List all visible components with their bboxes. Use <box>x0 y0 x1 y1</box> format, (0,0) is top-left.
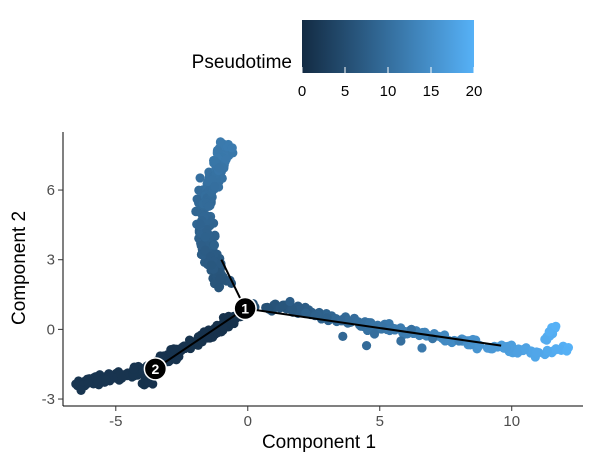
cell-point <box>338 331 348 341</box>
cell-point <box>203 176 213 187</box>
x-tick-label: 5 <box>376 413 384 430</box>
cell-point <box>544 327 554 337</box>
x-axis-title: Component 1 <box>262 432 376 453</box>
y-tick-label: 3 <box>47 252 55 269</box>
trajectory-nodes: 12 <box>143 296 257 381</box>
cell-point <box>278 300 288 310</box>
cell-point <box>117 373 127 383</box>
trajectory-edge <box>244 307 502 347</box>
colorbar-tick-label: 5 <box>341 83 349 100</box>
y-axis-title: Component 2 <box>9 211 30 325</box>
cell-point <box>209 240 220 250</box>
x-tick-label: -5 <box>109 413 122 430</box>
colorbar-tick-label: 10 <box>380 83 397 100</box>
cell-point <box>336 316 346 326</box>
cell-point <box>215 273 225 284</box>
cell-point <box>101 375 111 385</box>
axes: -5 0 5 10 -3 0 3 6 Component 1 Component 2 <box>9 132 583 453</box>
cell-point <box>91 374 101 384</box>
cell-point <box>169 344 179 354</box>
cell-point <box>128 364 139 374</box>
branch-node-1: 1 <box>233 296 257 321</box>
cell-point <box>214 283 224 293</box>
cell-point <box>212 145 223 155</box>
branch-node-label: 1 <box>241 300 249 316</box>
cell-point <box>221 154 231 165</box>
y-tick-label: 6 <box>47 182 55 199</box>
branch-node-circle <box>233 296 257 321</box>
cell-point <box>200 232 210 242</box>
cell-point <box>76 385 86 395</box>
cell-point <box>417 343 427 353</box>
cell-point <box>195 173 205 183</box>
cell-point <box>482 343 493 353</box>
branch-node-label: 2 <box>151 361 159 377</box>
colorbar <box>302 20 474 73</box>
branch-node-circle <box>143 357 168 381</box>
cell-point <box>214 163 224 173</box>
colorbar-tick-label: 0 <box>298 83 306 100</box>
cell-point <box>501 342 511 353</box>
legend: Pseudotime 0 5 10 15 20 <box>192 20 483 100</box>
branch-node-2: 2 <box>143 357 168 381</box>
cell-point <box>540 334 550 344</box>
cell-point <box>301 308 311 318</box>
colorbar-tick-label: 20 <box>466 83 483 100</box>
cell-point <box>209 181 220 192</box>
cell-point <box>209 156 220 166</box>
cell-point <box>454 336 464 346</box>
cell-point <box>369 329 380 339</box>
x-tick-label: 10 <box>503 413 520 430</box>
y-tick-label: 0 <box>47 321 55 338</box>
cell-point <box>195 219 205 229</box>
cell-point <box>206 260 217 270</box>
cell-point <box>531 347 542 357</box>
cell-point <box>542 345 552 355</box>
cell-point <box>287 304 298 315</box>
cell-point <box>83 378 93 388</box>
cell-point <box>519 345 529 355</box>
y-axis-ticks: -3 0 3 6 <box>42 182 63 408</box>
trajectory-edge <box>154 307 246 370</box>
x-tick-label: 0 <box>244 413 252 430</box>
cell-point <box>200 245 210 255</box>
cell-point <box>204 201 214 212</box>
cell-points <box>71 137 574 395</box>
cell-point <box>396 336 406 346</box>
legend-title: Pseudotime <box>192 52 292 73</box>
cell-point <box>227 143 237 153</box>
colorbar-ticks: 0 5 10 15 20 <box>298 67 483 100</box>
cell-point <box>551 321 561 331</box>
cell-point <box>215 137 226 147</box>
cell-point <box>285 296 295 307</box>
cell-point <box>562 346 572 356</box>
cell-point <box>551 345 561 355</box>
cell-point <box>361 341 372 351</box>
y-tick-label: -3 <box>42 391 55 408</box>
cell-point <box>512 348 523 358</box>
colorbar-tick-label: 15 <box>423 83 440 100</box>
x-axis-ticks: -5 0 5 10 <box>109 406 520 430</box>
